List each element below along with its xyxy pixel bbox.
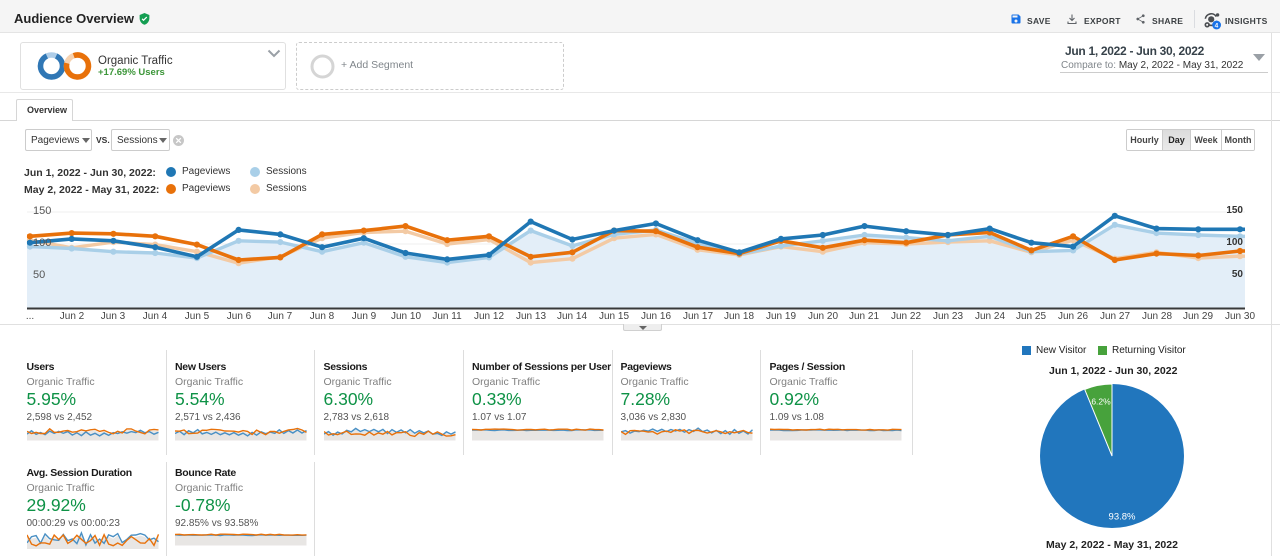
svg-text:Jun 26: Jun 26 — [1058, 311, 1088, 322]
svg-text:93.8%: 93.8% — [1109, 511, 1136, 522]
svg-text:Jun 19: Jun 19 — [766, 311, 796, 322]
svg-text:Jun 30: Jun 30 — [1225, 311, 1255, 322]
svg-text:6.2%: 6.2% — [1091, 396, 1111, 406]
svg-text:Jun 20: Jun 20 — [808, 311, 838, 322]
svg-text:4: 4 — [1215, 22, 1219, 29]
svg-text:Jun 23: Jun 23 — [933, 311, 963, 322]
svg-text:Jun 28: Jun 28 — [1142, 311, 1172, 322]
svg-text:Jun 11: Jun 11 — [432, 311, 462, 322]
svg-text:150: 150 — [1226, 205, 1243, 216]
svg-text:Jun 27: Jun 27 — [1100, 311, 1130, 322]
svg-text:Jun 16: Jun 16 — [641, 311, 671, 322]
svg-text:50: 50 — [1232, 269, 1244, 280]
svg-text:Jun 21: Jun 21 — [849, 311, 879, 322]
svg-text:Jun 3: Jun 3 — [101, 311, 126, 322]
svg-text:Jun 13: Jun 13 — [516, 311, 546, 322]
svg-text:Jun 4: Jun 4 — [143, 311, 168, 322]
svg-text:Jun 12: Jun 12 — [474, 311, 504, 322]
svg-text:Jun 10: Jun 10 — [391, 311, 421, 322]
svg-text:Jun 29: Jun 29 — [1183, 311, 1213, 322]
svg-text:150: 150 — [33, 205, 51, 217]
svg-text:100: 100 — [33, 237, 51, 249]
svg-text:Jun 17: Jun 17 — [683, 311, 713, 322]
svg-text:Jun 15: Jun 15 — [599, 311, 629, 322]
svg-text:50: 50 — [33, 269, 45, 281]
svg-text:Jun 18: Jun 18 — [724, 311, 754, 322]
svg-text:Jun 9: Jun 9 — [352, 311, 377, 322]
svg-text:100: 100 — [1226, 237, 1243, 248]
svg-text:Jun 7: Jun 7 — [268, 311, 293, 322]
svg-text:Jun 22: Jun 22 — [891, 311, 921, 322]
svg-text:Jun 8: Jun 8 — [310, 311, 335, 322]
svg-text:Jun 24: Jun 24 — [975, 311, 1005, 322]
svg-text:Jun 6: Jun 6 — [227, 311, 252, 322]
svg-text:Jun 25: Jun 25 — [1016, 311, 1046, 322]
svg-text:...: ... — [26, 311, 34, 322]
svg-text:Jun 5: Jun 5 — [185, 311, 210, 322]
svg-text:Jun 2: Jun 2 — [60, 311, 85, 322]
svg-text:Jun 14: Jun 14 — [557, 311, 587, 322]
